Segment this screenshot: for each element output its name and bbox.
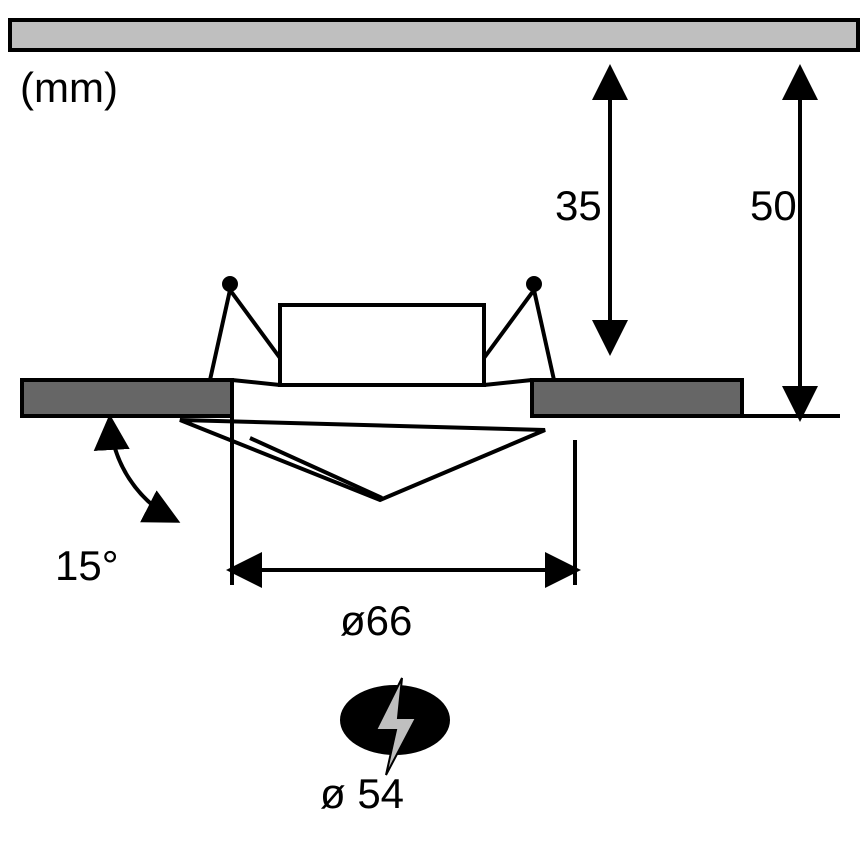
tilt-angle-indicator: 15° <box>55 420 175 589</box>
ceiling-slab <box>10 20 858 50</box>
body-edge-left <box>232 380 280 385</box>
dimension-50-label: 50 <box>750 182 797 229</box>
tilt-lamp-face <box>180 420 545 500</box>
dimension-35: 35 <box>555 70 610 350</box>
fixture-body <box>280 305 484 385</box>
spring-clip-right <box>484 278 554 380</box>
mount-plate-left <box>22 380 232 416</box>
dimension-50: 50 <box>742 70 840 416</box>
dimension-35-label: 35 <box>555 182 602 229</box>
units-label: (mm) <box>20 64 118 111</box>
body-edge-right <box>484 380 532 385</box>
dimension-d66-label: ø66 <box>340 597 412 644</box>
mount-plate-right <box>532 380 742 416</box>
dimension-diagram: (mm) 15° 35 50 <box>0 0 868 868</box>
spring-clip-left <box>210 278 280 380</box>
cutout-label: ø 54 <box>320 770 404 817</box>
tilt-angle-label: 15° <box>55 542 119 589</box>
cutout-icon: ø 54 <box>320 678 450 817</box>
